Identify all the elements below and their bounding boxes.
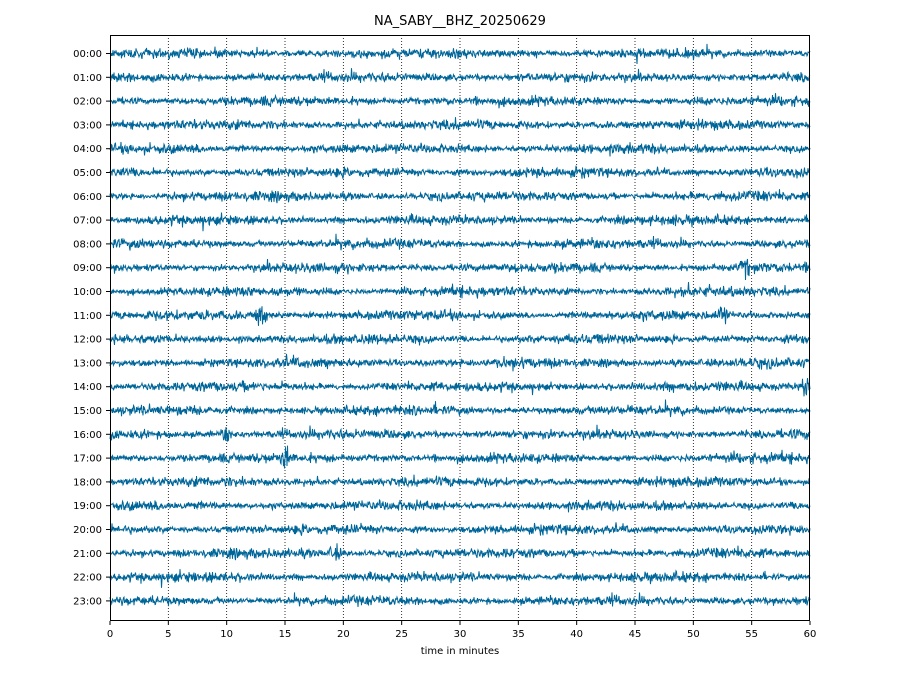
y-tick-label: 00:00 [73, 49, 102, 60]
seismic-trace [109, 399, 811, 418]
y-tick-label: 06:00 [73, 192, 102, 203]
x-tick-label: 25 [395, 629, 408, 640]
seismic-trace [109, 332, 811, 346]
seismic-trace [109, 43, 811, 64]
seismic-trace [109, 569, 811, 588]
seismic-trace [109, 499, 811, 513]
x-tick-label: 50 [687, 629, 700, 640]
seismic-trace [109, 258, 811, 280]
x-tick-label: 0 [107, 629, 113, 640]
seismic-trace [109, 474, 811, 488]
x-tick-label: 15 [279, 629, 292, 640]
y-tick-label: 02:00 [73, 97, 102, 108]
x-axis: 0 5 10 15 20 25 30 35 40 45 50 55 60 [107, 621, 817, 640]
seismic-trace [109, 68, 811, 84]
y-tick-label: 20:00 [73, 525, 102, 536]
x-tick-label: 60 [804, 629, 817, 640]
y-tick-label: 16:00 [73, 430, 102, 441]
y-tick-label: 05:00 [73, 168, 102, 179]
trace-group [109, 43, 811, 608]
seismic-trace [109, 377, 811, 397]
y-axis: 00:00 01:00 02:00 03:00 04:00 05:00 06:00 07:00… [73, 49, 110, 607]
seismic-trace [109, 93, 811, 109]
y-tick-label: 11:00 [73, 311, 102, 322]
seismic-trace [109, 233, 811, 251]
y-tick-label: 15:00 [73, 406, 102, 417]
y-tick-label: 12:00 [73, 335, 102, 346]
seismic-trace [109, 543, 811, 561]
seismic-trace [109, 522, 811, 536]
seismic-trace [109, 117, 811, 131]
y-tick-label: 22:00 [73, 573, 102, 584]
plot-area-frame [110, 35, 810, 621]
y-tick-label: 04:00 [73, 144, 102, 155]
seismic-trace [109, 353, 811, 372]
y-tick-label: 23:00 [73, 596, 102, 607]
x-tick-label: 10 [220, 629, 233, 640]
seismic-trace [109, 212, 811, 232]
y-tick-label: 19:00 [73, 501, 102, 512]
y-tick-label: 09:00 [73, 263, 102, 274]
y-tick-label: 03:00 [73, 120, 102, 131]
x-tick-label: 20 [337, 629, 350, 640]
seismic-trace [109, 592, 811, 608]
seismic-trace [109, 189, 811, 204]
seismic-trace [109, 306, 811, 326]
y-tick-label: 17:00 [73, 454, 102, 465]
y-tick-label: 10:00 [73, 287, 102, 298]
x-tick-label: 30 [454, 629, 467, 640]
x-tick-label: 5 [165, 629, 171, 640]
seismic-trace [109, 424, 811, 442]
seismic-trace [109, 141, 811, 157]
seismic-trace [109, 445, 811, 469]
y-tick-label: 07:00 [73, 216, 102, 227]
y-tick-label: 21:00 [73, 549, 102, 560]
x-tick-label: 45 [629, 629, 642, 640]
y-tick-label: 18:00 [73, 477, 102, 488]
chart-title: NA_SABY__BHZ_20250629 [374, 14, 546, 29]
y-tick-label: 13:00 [73, 358, 102, 369]
x-tick-label: 35 [512, 629, 525, 640]
y-tick-label: 01:00 [73, 73, 102, 84]
x-axis-label: time in minutes [421, 646, 500, 657]
x-tick-label: 55 [745, 629, 758, 640]
y-tick-label: 08:00 [73, 239, 102, 250]
seismic-trace [109, 282, 811, 299]
y-tick-label: 14:00 [73, 382, 102, 393]
x-tick-label: 40 [570, 629, 583, 640]
seismic-trace [109, 165, 811, 179]
